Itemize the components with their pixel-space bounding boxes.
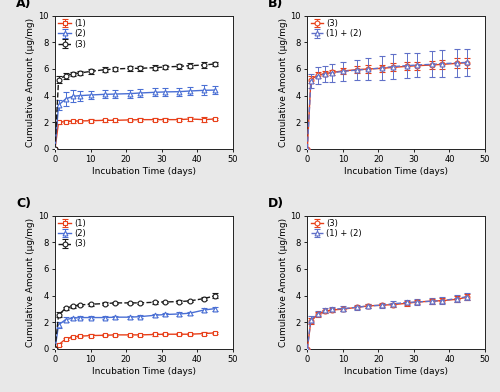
Legend: (3), (1) + (2): (3), (1) + (2): [310, 218, 363, 239]
X-axis label: Incubation Time (days): Incubation Time (days): [92, 367, 196, 376]
X-axis label: Incubation Time (days): Incubation Time (days): [344, 167, 448, 176]
Y-axis label: Cumulative Amount (µg/mg): Cumulative Amount (µg/mg): [26, 218, 36, 347]
Text: A): A): [16, 0, 32, 10]
X-axis label: Incubation Time (days): Incubation Time (days): [92, 167, 196, 176]
X-axis label: Incubation Time (days): Incubation Time (days): [344, 367, 448, 376]
Text: C): C): [16, 197, 31, 210]
Legend: (1), (2), (3): (1), (2), (3): [58, 18, 87, 49]
Text: B): B): [268, 0, 283, 10]
Y-axis label: Cumulative Amount (µg/mg): Cumulative Amount (µg/mg): [26, 18, 36, 147]
Y-axis label: Cumulative Amount (µg/mg): Cumulative Amount (µg/mg): [279, 218, 288, 347]
Text: D): D): [268, 197, 284, 210]
Y-axis label: Cumulative Amount (µg/mg): Cumulative Amount (µg/mg): [279, 18, 288, 147]
Legend: (3), (1) + (2): (3), (1) + (2): [310, 18, 363, 39]
Legend: (1), (2), (3): (1), (2), (3): [58, 218, 87, 249]
